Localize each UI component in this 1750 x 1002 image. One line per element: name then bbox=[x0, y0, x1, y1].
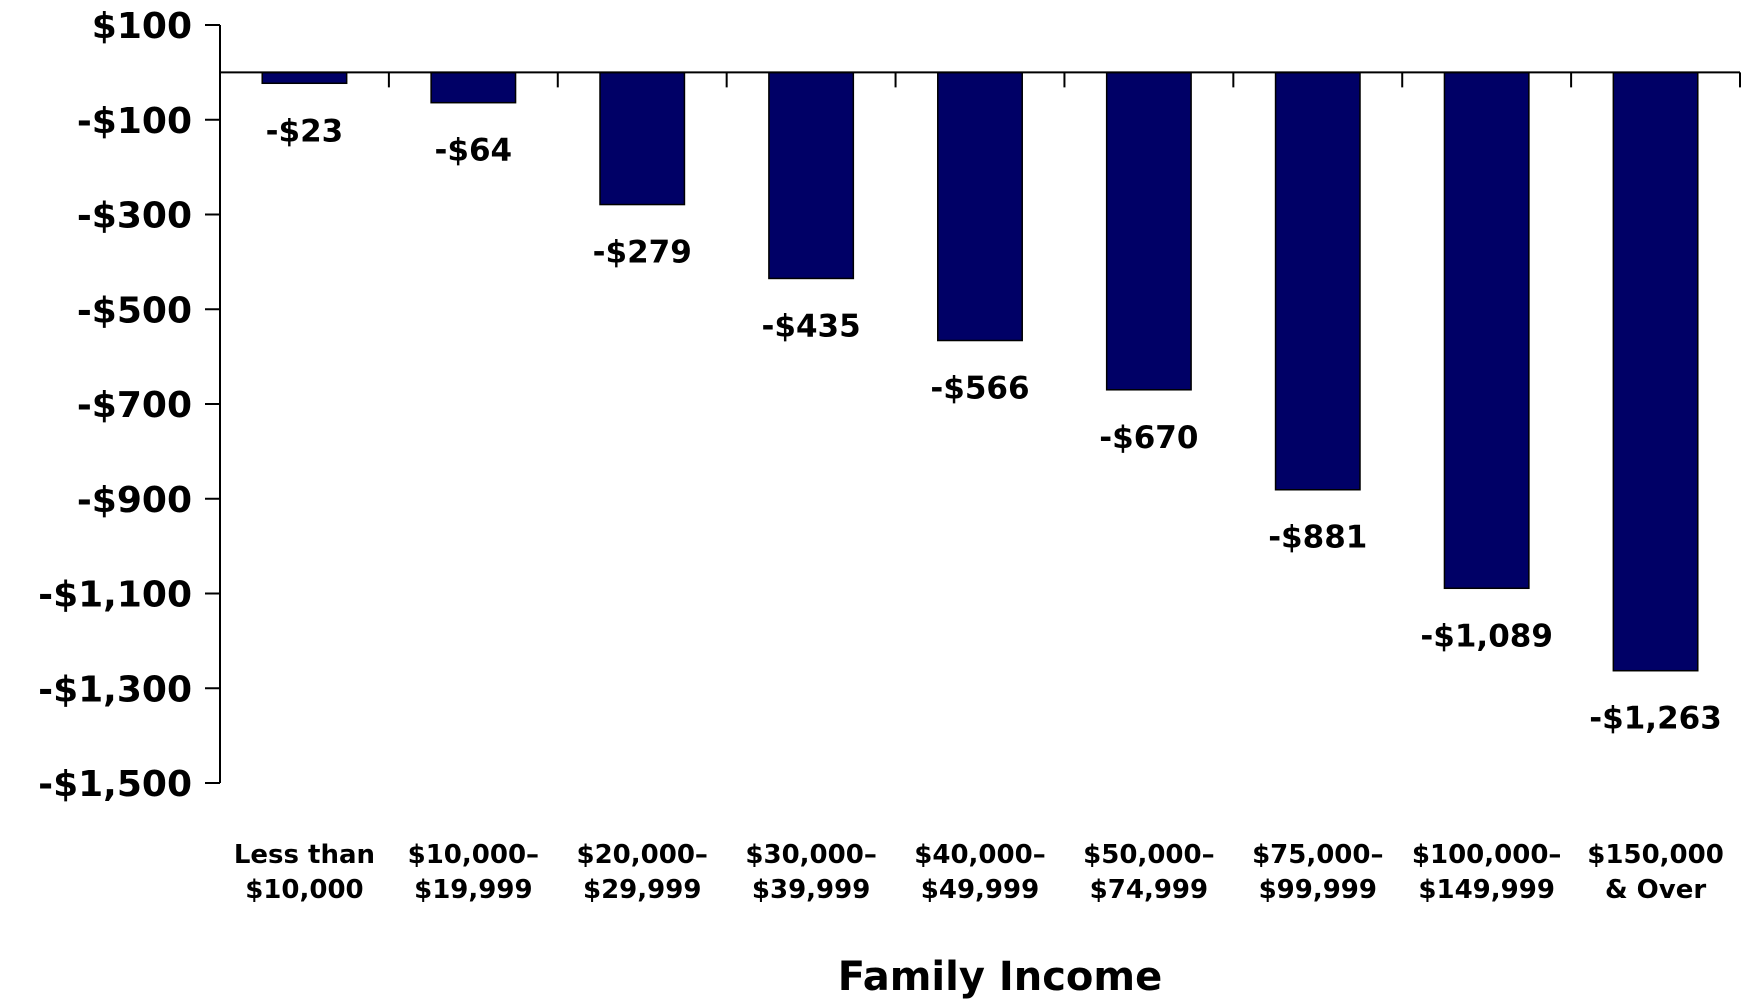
bar bbox=[261, 71, 348, 85]
y-tick-label: -$900 bbox=[77, 480, 192, 521]
data-label: -$881 bbox=[1268, 520, 1367, 556]
category-label: $40,000– bbox=[914, 840, 1045, 870]
category-label: & Over bbox=[1605, 875, 1706, 905]
y-axis: $100 -$100 -$300 -$500 -$700 -$900 -$1,100 -$1,… bbox=[38, 6, 221, 805]
bar bbox=[937, 71, 1023, 342]
y-tick-label: -$500 bbox=[77, 290, 192, 331]
bar bbox=[1612, 71, 1699, 672]
data-labels: -$23 -$64 -$279 -$435 -$566 -$670 -$881 -$1,089… bbox=[266, 113, 1722, 736]
data-label: -$64 bbox=[435, 133, 513, 169]
data-label: -$279 bbox=[593, 235, 692, 271]
category-label: $50,000– bbox=[1083, 840, 1214, 870]
y-tick-label: -$1,100 bbox=[38, 575, 192, 616]
bar bbox=[1274, 71, 1361, 491]
category-label: $49,999 bbox=[921, 875, 1039, 905]
y-tick-label: $100 bbox=[92, 6, 192, 47]
category-label: $75,000– bbox=[1252, 840, 1383, 870]
x-axis bbox=[219, 71, 1741, 88]
category-label: $99,999 bbox=[1259, 875, 1377, 905]
data-label: -$670 bbox=[1099, 420, 1198, 456]
y-tick-label: -$1,500 bbox=[38, 764, 192, 805]
category-label: $149,999 bbox=[1418, 875, 1555, 905]
x-axis-title: Family Income bbox=[838, 954, 1162, 1000]
data-label: -$566 bbox=[930, 371, 1029, 407]
data-label: -$23 bbox=[266, 113, 344, 149]
y-tick-label: -$100 bbox=[77, 101, 192, 142]
bar bbox=[1105, 71, 1192, 391]
y-tick-label: -$700 bbox=[77, 385, 192, 426]
data-label: -$435 bbox=[762, 308, 861, 344]
category-label: $20,000– bbox=[577, 840, 708, 870]
category-label: $10,000– bbox=[408, 840, 539, 870]
bar bbox=[1443, 71, 1530, 590]
bars bbox=[261, 71, 1699, 672]
y-tick-label: -$300 bbox=[77, 196, 192, 237]
category-label: $74,999 bbox=[1090, 875, 1208, 905]
category-label: $29,999 bbox=[583, 875, 701, 905]
y-tick-label: -$1,300 bbox=[38, 669, 192, 710]
category-label: $150,000 bbox=[1587, 840, 1724, 870]
data-label: -$1,089 bbox=[1420, 618, 1553, 654]
category-label: $19,999 bbox=[414, 875, 532, 905]
bar bbox=[768, 71, 855, 280]
category-label: $100,000– bbox=[1412, 840, 1562, 870]
category-label: $10,000 bbox=[245, 875, 363, 905]
bar bbox=[430, 71, 517, 104]
category-label: Less than bbox=[234, 840, 375, 870]
category-label: $30,000– bbox=[745, 840, 876, 870]
category-labels: Less than $10,000 $10,000– $19,999 $20,000– $… bbox=[234, 840, 1724, 905]
bar bbox=[599, 71, 686, 206]
data-label: -$1,263 bbox=[1589, 701, 1722, 737]
category-label: $39,999 bbox=[752, 875, 870, 905]
